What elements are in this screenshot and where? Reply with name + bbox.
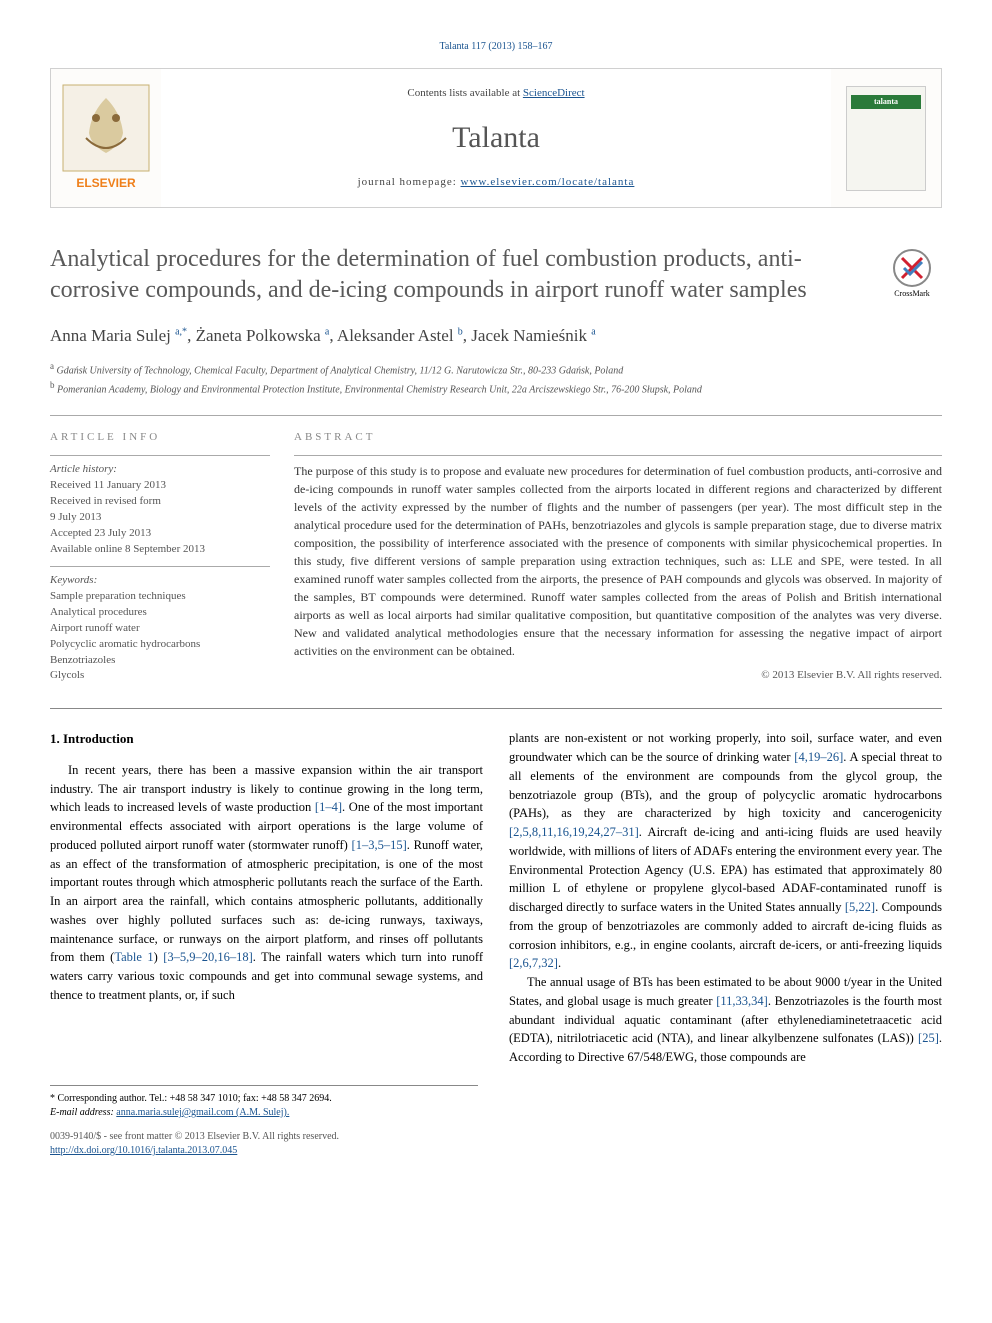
contents-prefix: Contents lists available at — [407, 87, 522, 99]
divider — [50, 415, 942, 416]
crossmark-badge[interactable]: CrossMark — [882, 244, 942, 304]
abstract-text: The purpose of this study is to propose … — [294, 462, 942, 660]
intro-para-3: The annual usage of BTs has been estimat… — [509, 973, 942, 1067]
corresp-email-link[interactable]: anna.maria.sulej@gmail.com (A.M. Sulej). — [116, 1107, 289, 1118]
keyword-line: Benzotriazoles — [50, 653, 270, 669]
keyword-line: Analytical procedures — [50, 605, 270, 621]
affiliations: a Gdańsk University of Technology, Chemi… — [50, 360, 942, 397]
intro-para-2: plants are non-existent or not working p… — [509, 729, 942, 973]
keyword-line: Sample preparation techniques — [50, 589, 270, 605]
corresponding-footnote: * Corresponding author. Tel.: +48 58 347… — [50, 1085, 478, 1120]
body-col-right: plants are non-existent or not working p… — [509, 729, 942, 1067]
doi-link[interactable]: http://dx.doi.org/10.1016/j.talanta.2013… — [50, 1145, 237, 1156]
email-label: E-mail address: — [50, 1107, 116, 1118]
header-center: Contents lists available at ScienceDirec… — [161, 69, 831, 207]
homepage-link[interactable]: www.elsevier.com/locate/talanta — [461, 176, 635, 188]
keyword-line: Polycyclic aromatic hydrocarbons — [50, 637, 270, 653]
journal-homepage: journal homepage: www.elsevier.com/locat… — [358, 175, 635, 190]
history-line: 9 July 2013 — [50, 510, 270, 526]
body-divider — [50, 708, 942, 709]
history-lines: Received 11 January 2013Received in revi… — [50, 478, 270, 558]
journal-name: Talanta — [452, 117, 540, 159]
contents-lists: Contents lists available at ScienceDirec… — [407, 86, 584, 101]
section-1-heading: 1. Introduction — [50, 729, 483, 749]
authors: Anna Maria Sulej a,*, Żaneta Polkowska a… — [50, 324, 942, 348]
history-title: Article history: — [50, 462, 270, 478]
keyword-line: Glycols — [50, 668, 270, 684]
article-info-label: ARTICLE INFO — [50, 430, 270, 445]
history-line: Accepted 23 July 2013 — [50, 526, 270, 542]
svg-text:ELSEVIER: ELSEVIER — [76, 176, 136, 190]
journal-header: ELSEVIER Contents lists available at Sci… — [50, 68, 942, 208]
cover-title: talanta — [851, 95, 921, 109]
intro-para-1: In recent years, there has been a massiv… — [50, 761, 483, 1005]
homepage-prefix: journal homepage: — [358, 176, 461, 188]
keyword-line: Airport runoff water — [50, 621, 270, 637]
elsevier-logo: ELSEVIER — [51, 69, 161, 207]
abstract-label: ABSTRACT — [294, 430, 942, 445]
divider-short — [50, 566, 270, 567]
divider-short — [294, 455, 942, 456]
copyright: © 2013 Elsevier B.V. All rights reserved… — [294, 668, 942, 683]
bottom-matter: 0039-9140/$ - see front matter © 2013 El… — [50, 1130, 942, 1158]
keywords-title: Keywords: — [50, 573, 270, 589]
body-col-left: 1. Introduction In recent years, there h… — [50, 729, 483, 1067]
affiliation-line: b Pomeranian Academy, Biology and Enviro… — [50, 379, 942, 397]
article-title: Analytical procedures for the determinat… — [50, 244, 862, 306]
history-line: Received 11 January 2013 — [50, 478, 270, 494]
sciencedirect-link[interactable]: ScienceDirect — [523, 87, 585, 99]
issn-line: 0039-9140/$ - see front matter © 2013 El… — [50, 1130, 942, 1144]
history-line: Available online 8 September 2013 — [50, 542, 270, 558]
citation: Talanta 117 (2013) 158–167 — [50, 40, 942, 54]
affiliation-line: a Gdańsk University of Technology, Chemi… — [50, 360, 942, 378]
corresp-line: * Corresponding author. Tel.: +48 58 347… — [50, 1092, 478, 1106]
divider-short — [50, 455, 270, 456]
history-line: Received in revised form — [50, 494, 270, 510]
journal-cover: talanta — [831, 69, 941, 207]
keyword-lines: Sample preparation techniquesAnalytical … — [50, 589, 270, 685]
crossmark-label: CrossMark — [894, 288, 930, 299]
